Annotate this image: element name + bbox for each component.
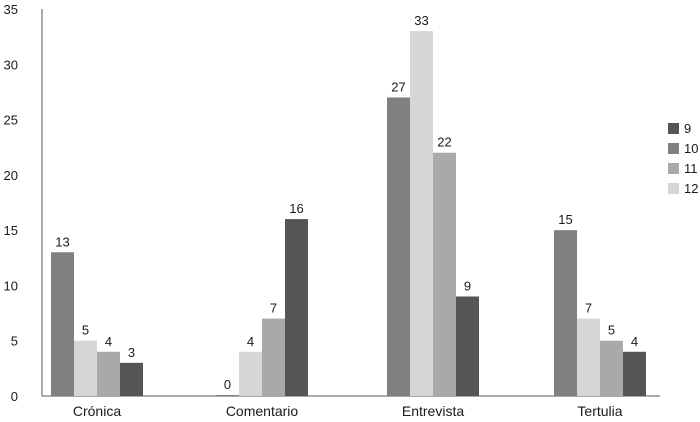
bar: [410, 31, 433, 396]
x-category-label: Entrevista: [402, 403, 464, 419]
legend: 9 10 11 12: [668, 121, 698, 196]
bar: [600, 340, 623, 396]
y-tick-label: 30: [4, 57, 18, 72]
bar: [74, 340, 97, 396]
data-label: 16: [289, 201, 303, 216]
y-tick-label: 25: [4, 113, 18, 128]
x-category-label: Crónica: [73, 403, 121, 419]
bar: [285, 219, 308, 396]
y-tick-label: 15: [4, 223, 18, 238]
bars: [51, 31, 646, 396]
data-label: 4: [105, 334, 112, 349]
bar: [433, 152, 456, 396]
data-label: 5: [608, 323, 615, 338]
bar: [387, 97, 410, 396]
y-tick-label: 35: [4, 2, 18, 17]
data-label: 3: [128, 345, 135, 360]
bar: [577, 318, 600, 396]
y-tick-label: 10: [4, 278, 18, 293]
legend-label: 12: [684, 181, 698, 196]
bar: [120, 362, 143, 396]
data-label: 7: [270, 301, 277, 316]
data-label: 5: [82, 323, 89, 338]
bar: [216, 395, 239, 396]
data-label: 13: [55, 234, 69, 249]
legend-swatch: [668, 183, 679, 194]
legend-label: 11: [684, 161, 698, 176]
data-label: 15: [558, 212, 572, 227]
legend-label: 9: [684, 121, 691, 136]
bar: [239, 351, 262, 396]
data-label: 33: [414, 13, 428, 28]
bar: [456, 296, 479, 396]
bar: [554, 230, 577, 396]
data-label: 4: [247, 334, 254, 349]
legend-label: 10: [684, 141, 698, 156]
data-label: 27: [391, 79, 405, 94]
y-tick-label: 5: [11, 334, 18, 349]
bar: [623, 351, 646, 396]
bar: [262, 318, 285, 396]
x-category-label: Tertulia: [577, 403, 622, 419]
data-label: 7: [585, 301, 592, 316]
data-label: 0: [224, 377, 231, 392]
bar: [97, 351, 120, 396]
bar: [51, 252, 74, 396]
data-label: 9: [464, 278, 471, 293]
legend-swatch: [668, 123, 679, 134]
data-label: 22: [437, 135, 451, 150]
y-tick-label: 0: [11, 389, 18, 404]
data-labels: 13 5 4 3 0 4 7 16 27 33 22 9 15 7 5 4: [55, 13, 638, 392]
legend-swatch: [668, 143, 679, 154]
data-label: 4: [631, 334, 638, 349]
y-tick-label: 20: [4, 168, 18, 183]
legend-swatch: [668, 163, 679, 174]
x-category-label: Comentario: [226, 403, 299, 419]
